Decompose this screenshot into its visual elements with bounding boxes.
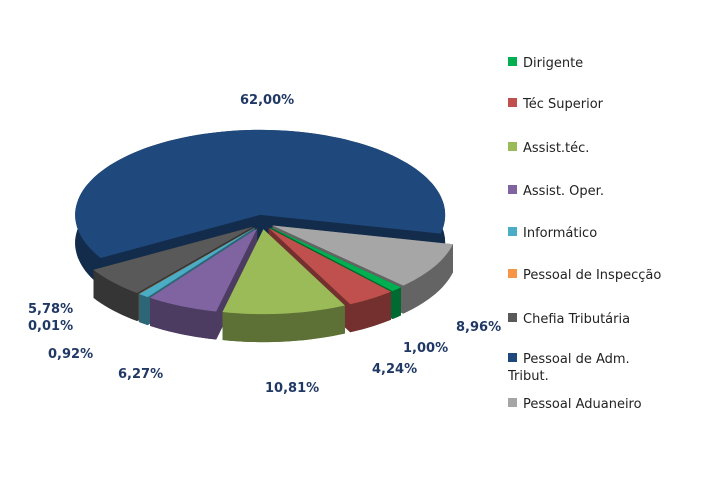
data-label: 8,96% <box>456 320 501 335</box>
legend-item: Assist. Oper. <box>508 183 693 200</box>
legend-swatch <box>508 57 517 66</box>
legend-item: Assist.téc. <box>508 140 693 157</box>
legend-label: Informático <box>523 226 598 241</box>
legend-label: Pessoal de Inspecção <box>523 268 662 283</box>
data-label: 6,27% <box>118 367 163 382</box>
data-label: 1,00% <box>403 341 448 356</box>
slice <box>139 227 255 298</box>
legend-item: Informático <box>508 225 693 242</box>
legend-label: Pessoal de Adm. Tribut. <box>508 352 630 384</box>
data-label: 4,24% <box>372 362 417 377</box>
slice-wall <box>403 244 453 314</box>
legend-item: Pessoal de Adm. Tribut. <box>508 351 668 385</box>
slice-wall <box>150 297 217 340</box>
slice-wall <box>222 305 345 343</box>
slice <box>93 226 253 293</box>
legend-item: Pessoal Aduaneiro <box>508 396 693 413</box>
legend-swatch <box>508 398 517 407</box>
slice <box>270 227 401 291</box>
pie-slice <box>150 228 258 340</box>
slice <box>138 227 255 294</box>
legend-swatch <box>508 269 517 278</box>
legend-item: Pessoal de Inspecção <box>508 267 693 284</box>
slice-wall <box>93 269 138 321</box>
legend-item: Chefia Tributária <box>508 311 693 328</box>
legend-swatch <box>508 227 517 236</box>
slice-wall <box>392 287 401 319</box>
legend-label: Chefia Tributária <box>523 312 631 327</box>
legend-swatch <box>508 98 517 107</box>
slice <box>222 229 345 315</box>
data-label: 5,78% <box>28 302 73 317</box>
legend-label: Assist.téc. <box>523 141 590 156</box>
pie-slice <box>222 229 345 343</box>
legend-item: Téc Superior <box>508 96 693 113</box>
legend-swatch <box>508 353 517 362</box>
data-label: 0,92% <box>48 347 93 362</box>
slice-wall <box>350 291 391 333</box>
legend-item: Dirigente <box>508 55 693 72</box>
legend-label: Dirigente <box>523 56 584 71</box>
data-label: 62,00% <box>240 93 294 108</box>
legend-label: Assist. Oper. <box>523 184 604 199</box>
legend-label: Téc Superior <box>523 97 604 112</box>
legend-label: Pessoal Aduaneiro <box>523 397 642 412</box>
data-label: 10,81% <box>265 381 319 396</box>
legend-swatch <box>508 185 517 194</box>
slice <box>75 129 446 258</box>
slice <box>268 228 391 305</box>
slice <box>272 225 453 286</box>
slice-wall <box>139 294 148 326</box>
legend-swatch <box>508 142 517 151</box>
legend-swatch <box>508 313 517 322</box>
slice <box>150 228 258 312</box>
data-label: 0,01% <box>28 319 73 334</box>
